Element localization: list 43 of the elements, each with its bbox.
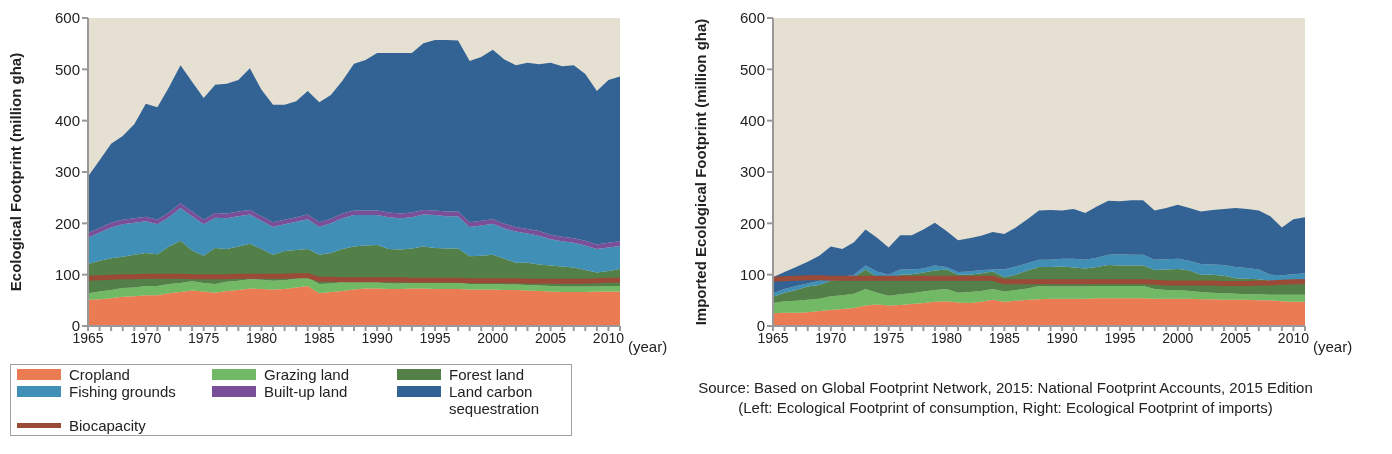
legend-label: Fishing grounds: [69, 383, 176, 400]
legend-label: Land carbon sequestration: [449, 383, 541, 417]
x-tick-label: 2005: [1220, 329, 1252, 346]
x-tick-label: 1975: [873, 329, 905, 346]
x-tick-label: 1990: [1046, 329, 1078, 346]
y-tick-label: 100: [739, 265, 765, 283]
x-axis-title: (year): [1313, 338, 1353, 356]
legend-label: Biocapacity: [69, 417, 146, 434]
x-tick-label: 1985: [303, 329, 336, 346]
y-axis-title: Imported Ecological Footprint (million gha): [692, 18, 710, 326]
x-tick-label: 1970: [815, 329, 847, 346]
legend-label: Built-up land: [264, 383, 348, 400]
y-tick-label: 200: [739, 214, 765, 232]
x-tick-label: 1980: [930, 329, 963, 346]
y-axis-title: Ecological Footprint (million gha): [7, 52, 25, 292]
y-tick-label: 600: [54, 9, 80, 27]
y-tick-label: 600: [739, 9, 765, 27]
y-tick-label: 100: [54, 265, 80, 283]
y-tick-label: 400: [54, 111, 80, 129]
legend-label: Cropland: [69, 366, 130, 383]
legend-label: Grazing land: [264, 366, 350, 383]
y-tick-label: 300: [739, 163, 765, 181]
legend-label: Forest land: [449, 366, 525, 383]
x-axis-title: (year): [628, 338, 668, 356]
x-tick-label: 1995: [1104, 329, 1136, 346]
y-tick-label: 400: [739, 111, 765, 129]
text: (Left: Ecological Footprint of consumption, Right: Ecological Footprint of imports): [737, 398, 1274, 418]
x-tick-label: 2010: [1277, 329, 1310, 346]
x-tick-label: 1975: [188, 329, 220, 346]
x-tick-label: 2000: [1162, 329, 1194, 346]
x-tick-label: 1970: [130, 329, 162, 346]
y-tick-label: 300: [54, 163, 80, 181]
x-tick-label: 1990: [361, 329, 393, 346]
x-tick-label: 1995: [419, 329, 451, 346]
y-tick-label: 500: [739, 60, 765, 78]
x-tick-label: 2000: [477, 329, 509, 346]
source-note: Source: Based on Global Footprint Network, 2015: National Footprint Accounts, 2015 Edition: [697, 378, 1314, 398]
y-tick-label: 500: [54, 60, 80, 78]
x-tick-label: 2005: [535, 329, 567, 346]
x-tick-label: 1980: [245, 329, 278, 346]
x-tick-label: 2010: [592, 329, 625, 346]
x-tick-label: 1985: [988, 329, 1021, 346]
y-tick-label: 200: [54, 214, 80, 232]
